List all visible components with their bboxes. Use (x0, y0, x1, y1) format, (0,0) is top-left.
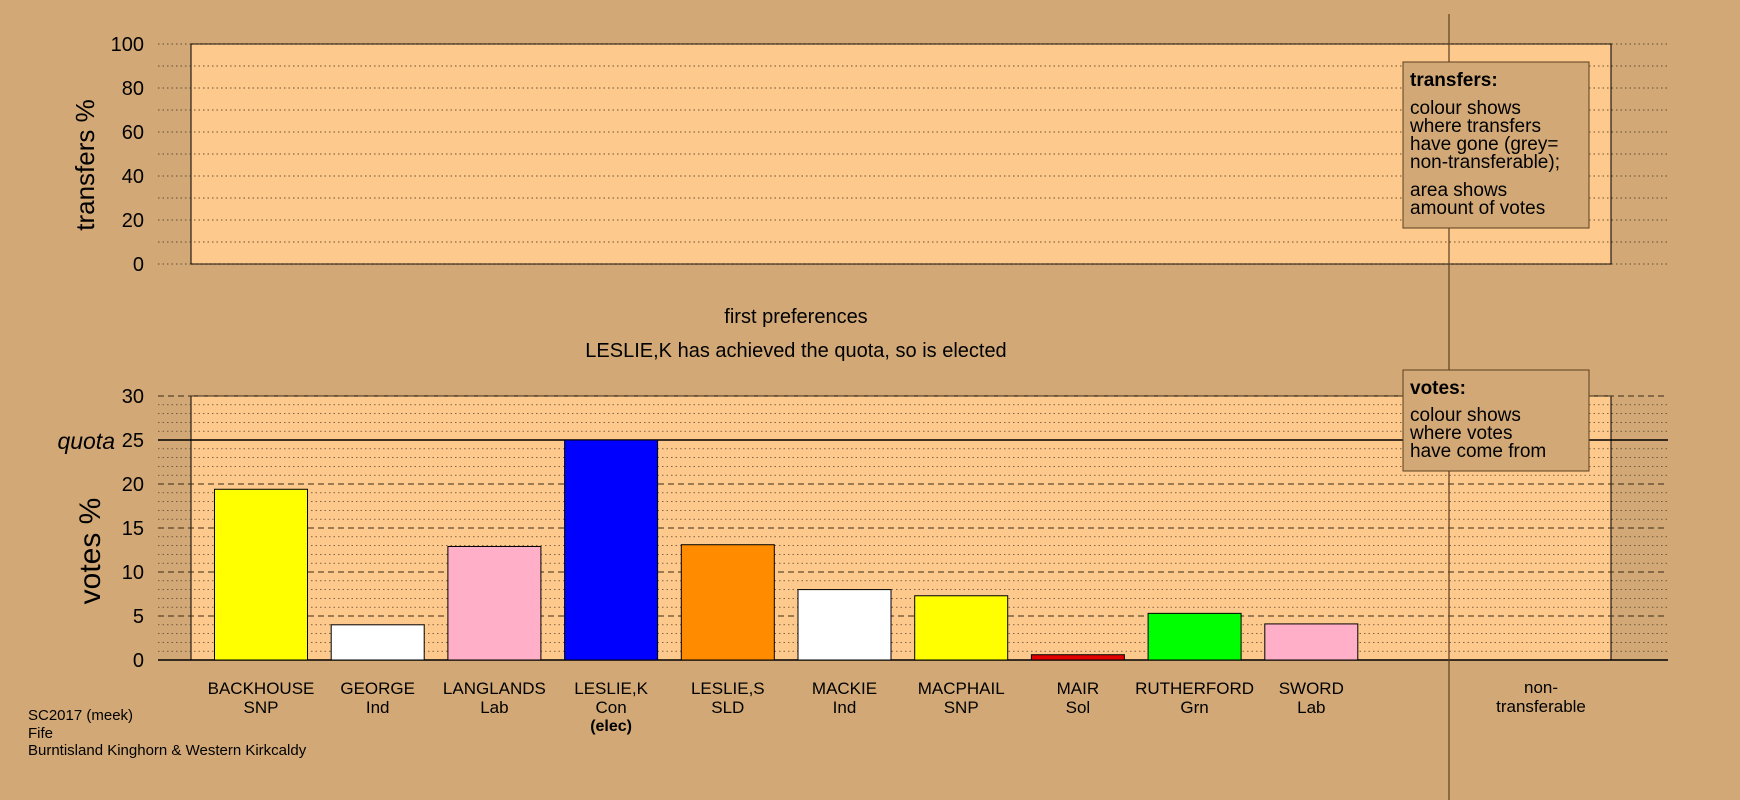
quota-label: quota (57, 428, 115, 454)
bar-leslie-s (680, 544, 775, 661)
candidate-party: Con (596, 698, 627, 717)
candidate-party: Grn (1180, 698, 1208, 717)
transfers-y-axis-label: transfers % (70, 99, 100, 231)
candidate-party: Lab (480, 698, 508, 717)
transfers-legend-title: transfers: (1410, 70, 1498, 91)
y-tick-label: 80 (122, 78, 144, 100)
transfers-legend-line: non-transferable); (1410, 152, 1560, 173)
chart-title: first preferences (724, 306, 867, 328)
nontransferable-label-line2: transferable (1496, 697, 1586, 716)
candidate-name: LESLIE,S (691, 679, 765, 698)
candidate-party: Lab (1297, 698, 1325, 717)
votes-y-ticks: 0 5 10 15 20 25 30 (122, 386, 144, 672)
footer-line1: SC2017 (meek) (28, 707, 133, 724)
chart-subtitle: LESLIE,K has achieved the quota, so is e… (585, 340, 1006, 362)
transfers-legend-line: have gone (grey= (1410, 134, 1558, 155)
candidate-party: Ind (833, 698, 857, 717)
candidate-party: Sol (1066, 698, 1091, 717)
candidate-name: GEORGE (340, 679, 415, 698)
y-tick-label: 0 (133, 254, 144, 276)
candidate-party: SNP (944, 698, 979, 717)
footer-line3: Burntisland Kinghorn & Western Kirkcaldy (28, 742, 307, 759)
bar-rutherford (1147, 612, 1242, 661)
candidate-name: LESLIE,K (574, 679, 648, 698)
transfers-legend-box (1402, 61, 1590, 229)
bar-sword (1264, 623, 1359, 661)
votes-legend-line: colour shows (1410, 405, 1521, 426)
bar-backhouse (214, 488, 308, 661)
bar-mair (1030, 654, 1125, 661)
candidate-name: MAIR (1057, 679, 1100, 698)
transfers-panel: 0 20 40 60 80 100 transfers % (70, 34, 1668, 276)
votes-legend: votes: colour shows where votes have com… (1402, 369, 1590, 472)
candidate-name: MACKIE (812, 679, 877, 698)
y-tick-label: 10 (122, 562, 144, 584)
y-tick-label: 5 (133, 606, 144, 628)
votes-y-axis-label: votes % (74, 498, 107, 605)
transfers-legend-line: area shows (1410, 180, 1507, 201)
votes-legend-line: have come from (1410, 441, 1546, 462)
nontransferable-label-line1: non- (1524, 678, 1558, 697)
candidate-party: SNP (244, 698, 279, 717)
votes-bars (214, 439, 1359, 661)
y-tick-label: 40 (122, 166, 144, 188)
y-tick-label: 25 (122, 430, 144, 452)
y-tick-label: 0 (133, 650, 144, 672)
transfers-legend: transfers: colour shows where transfers … (1402, 61, 1590, 229)
transfers-legend-line: where transfers (1409, 116, 1541, 137)
bar-george (330, 624, 425, 661)
candidate-name: SWORD (1279, 679, 1344, 698)
candidate-party: Ind (366, 698, 390, 717)
y-tick-label: 20 (122, 474, 144, 496)
bar-macphail (914, 595, 1009, 661)
elected-marker: (elec) (590, 718, 632, 735)
candidate-labels: BACKHOUSESNPGEORGEIndLANGLANDSLabLESLIE,… (208, 679, 1344, 735)
candidate-party: SLD (711, 698, 744, 717)
votes-legend-title: votes: (1410, 378, 1466, 399)
y-tick-label: 30 (122, 386, 144, 408)
candidate-name: LANGLANDS (443, 679, 546, 698)
y-tick-label: 100 (111, 34, 144, 56)
bar-mackie (797, 589, 892, 661)
transfers-y-ticks: 0 20 40 60 80 100 (111, 34, 144, 276)
y-tick-label: 20 (122, 210, 144, 232)
candidate-name: RUTHERFORD (1135, 679, 1254, 698)
transfers-legend-line: colour shows (1410, 98, 1521, 119)
candidate-name: MACPHAIL (918, 679, 1005, 698)
bar-langlands (447, 545, 542, 661)
bar-leslie-k (564, 439, 659, 661)
transfers-legend-line: amount of votes (1410, 198, 1545, 219)
votes-legend-box (1402, 369, 1590, 472)
y-tick-label: 15 (122, 518, 144, 540)
y-tick-label: 60 (122, 122, 144, 144)
votes-legend-line: where votes (1409, 423, 1512, 444)
footer-line2: Fife (28, 725, 53, 742)
candidate-name: BACKHOUSE (208, 679, 315, 698)
